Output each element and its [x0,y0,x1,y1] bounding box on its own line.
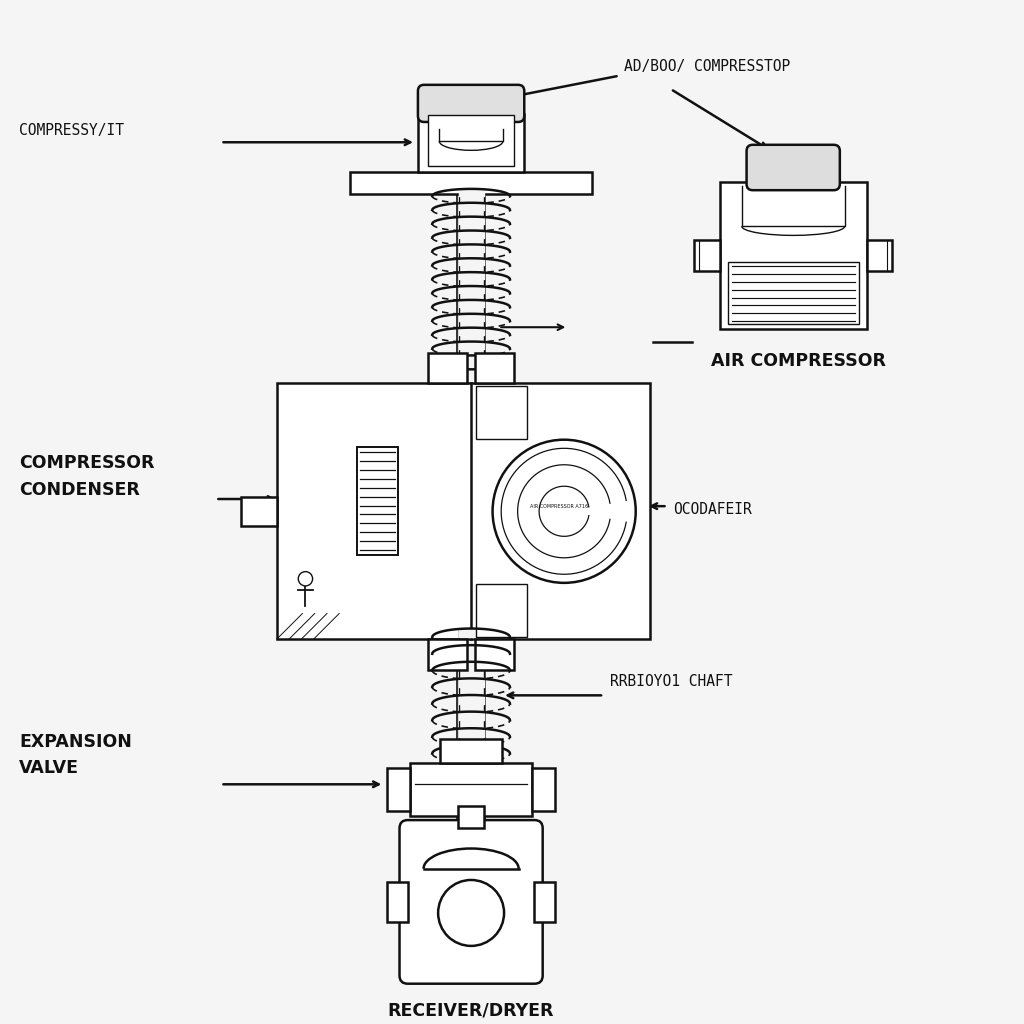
Bar [458,806,484,828]
Text: AIR COMPRESSOR A716: AIR COMPRESSOR A716 [530,504,588,509]
Bar [440,739,502,763]
Bar [694,241,720,271]
Bar [532,768,555,811]
Text: AD/BOO/ COMPRESSTOP: AD/BOO/ COMPRESSTOP [625,58,791,74]
Bar [475,353,514,383]
Bar [476,584,527,637]
Bar [867,241,892,271]
FancyBboxPatch shape [418,85,524,122]
Text: CONDENSER: CONDENSER [19,481,140,499]
Bar [475,639,514,670]
Text: RRBIOYO1 CHAFT: RRBIOYO1 CHAFT [610,674,732,689]
Text: AIR COMPRESSOR: AIR COMPRESSOR [711,352,886,370]
Bar [357,447,398,555]
Bar [728,261,859,325]
Text: OCODAFEIR: OCODAFEIR [674,502,753,517]
Bar [720,182,867,330]
Text: VALVE: VALVE [19,759,79,777]
Bar [410,763,532,816]
Bar [476,385,527,438]
Text: COMPRESSOR: COMPRESSOR [19,455,155,472]
Text: COMPRESSY/IT: COMPRESSY/IT [19,123,124,138]
Bar [428,353,467,383]
Bar [387,768,410,811]
Bar [241,497,276,525]
Bar [350,172,592,195]
Bar [535,882,555,923]
Bar [418,114,524,172]
FancyBboxPatch shape [746,144,840,190]
Bar [428,639,467,670]
Circle shape [298,571,312,586]
Bar [276,383,650,639]
Text: EXPANSION: EXPANSION [19,732,132,751]
Bar [387,882,408,923]
Bar [428,115,514,166]
Text: RECEIVER/DRYER: RECEIVER/DRYER [388,1001,554,1019]
Circle shape [493,439,636,583]
FancyBboxPatch shape [399,820,543,984]
Circle shape [438,880,504,946]
